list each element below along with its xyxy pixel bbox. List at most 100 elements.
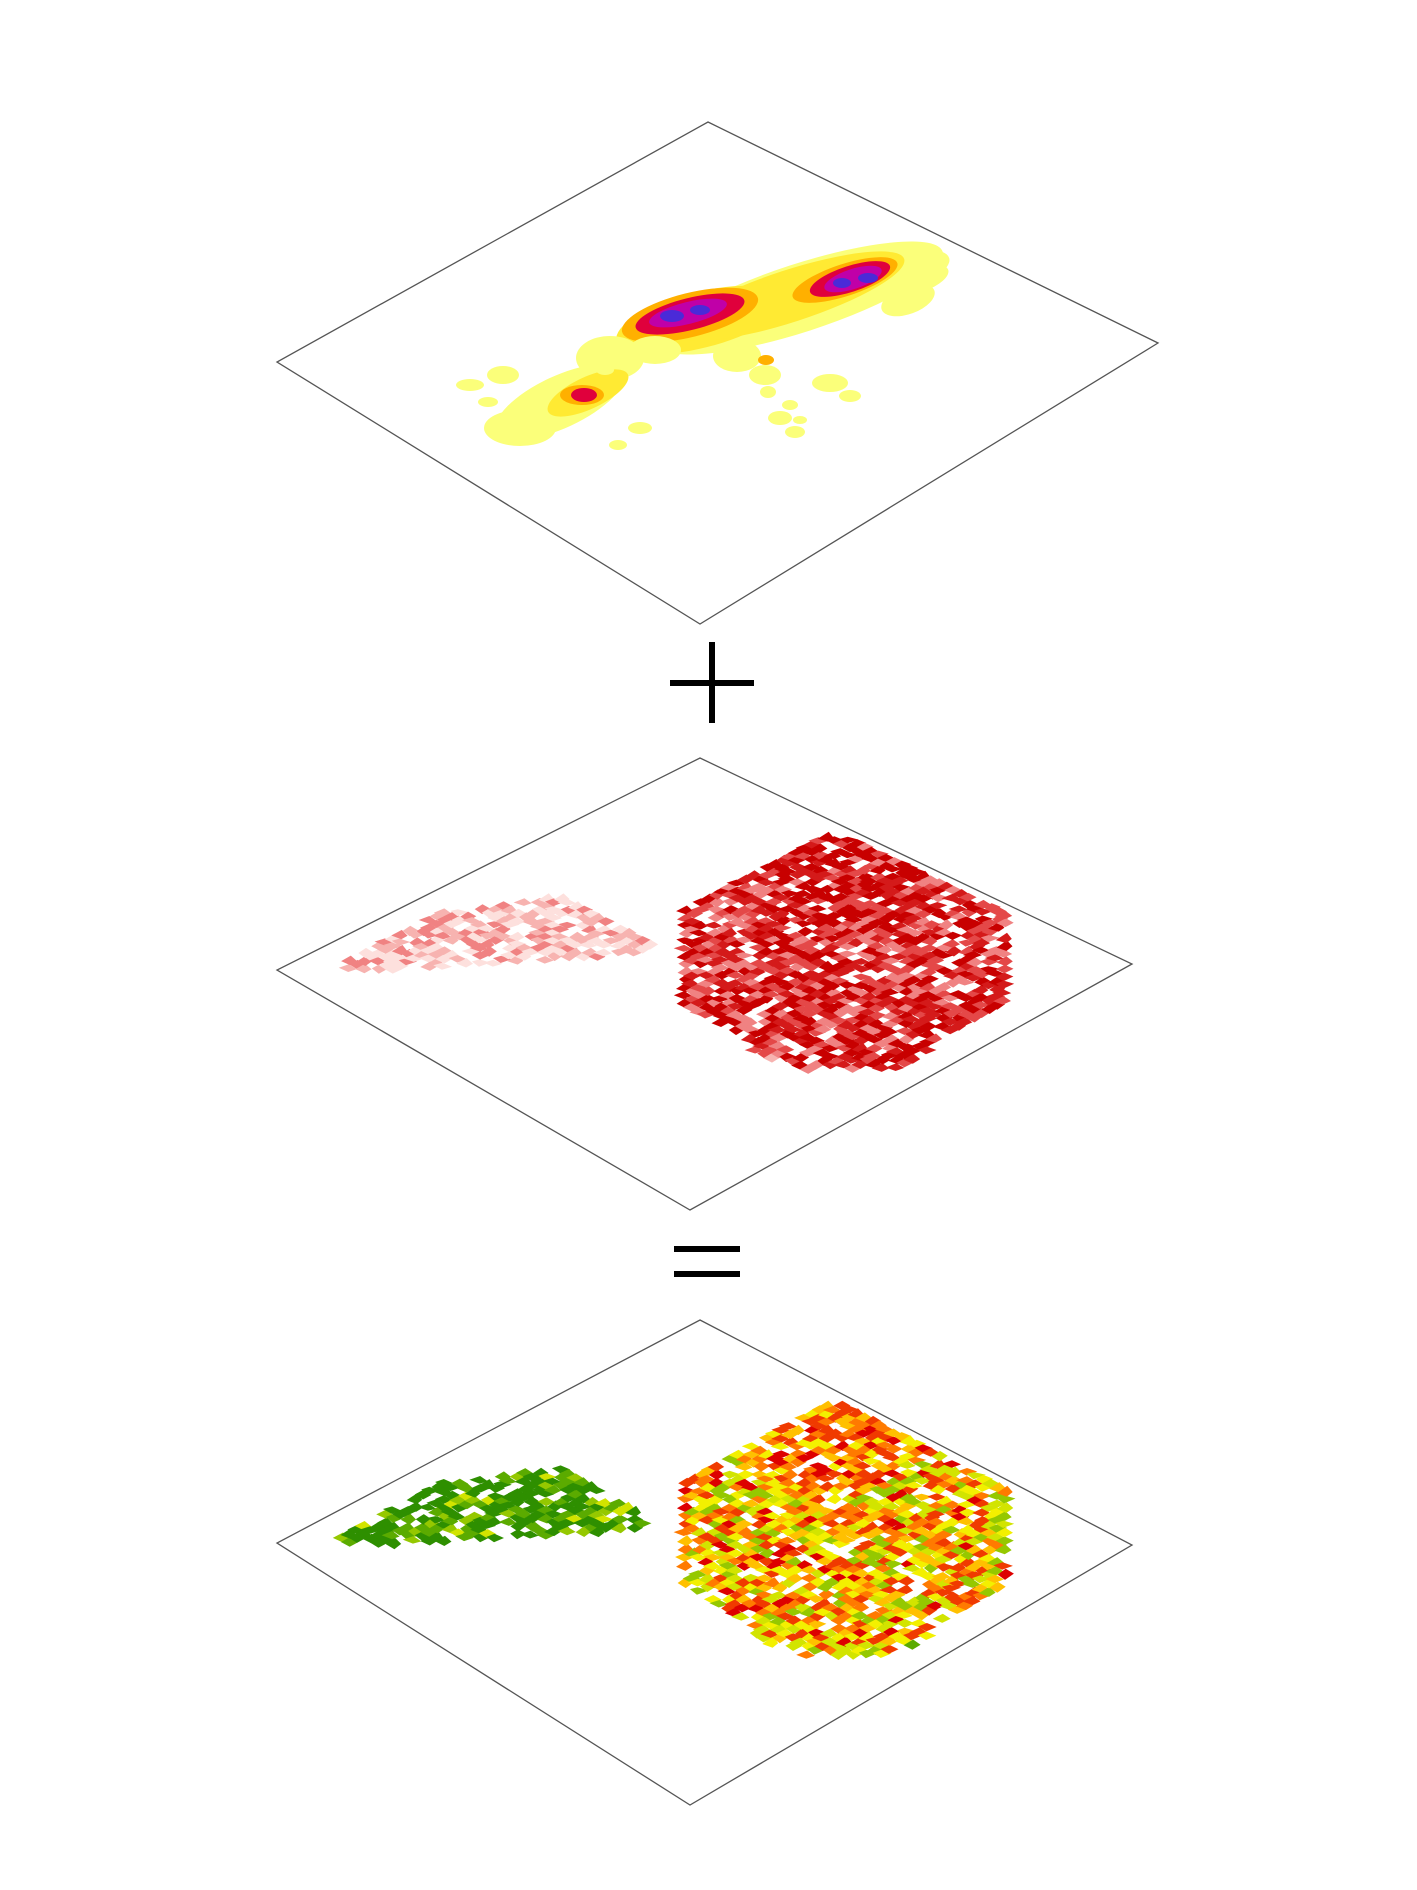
map-parcel xyxy=(442,1483,461,1492)
map-parcel xyxy=(398,958,418,966)
map-parcel xyxy=(892,883,911,892)
map-parcel xyxy=(594,1515,614,1523)
map-parcel xyxy=(941,994,961,1002)
map-parcel xyxy=(796,1650,815,1659)
map-parcel xyxy=(543,1485,561,1495)
map-parcel xyxy=(420,931,440,939)
map-parcel xyxy=(919,1021,938,1031)
density-band-lower xyxy=(484,264,949,446)
map-parcel xyxy=(807,1036,825,1046)
map-parcel xyxy=(855,1412,872,1422)
map-parcel xyxy=(588,1526,605,1538)
map-parcel xyxy=(897,1509,916,1519)
map-parcel xyxy=(803,946,821,956)
map-parcel xyxy=(421,1486,440,1495)
map-parcel xyxy=(957,1541,976,1551)
map-parcel xyxy=(355,963,372,974)
map-parcel xyxy=(742,1540,761,1550)
map-parcel xyxy=(538,1473,557,1482)
map-parcel xyxy=(831,977,850,986)
map-parcel xyxy=(471,951,489,960)
map-parcel xyxy=(819,1628,838,1638)
map-parcel xyxy=(808,1493,826,1504)
map-parcel xyxy=(879,1585,899,1594)
map-parcel xyxy=(871,1590,891,1598)
map-parcel xyxy=(882,1034,900,1045)
map-parcel xyxy=(750,1470,769,1479)
map-parcel xyxy=(634,936,652,946)
map-parcel xyxy=(402,1536,422,1544)
map-parcel xyxy=(691,1536,710,1545)
map-parcel xyxy=(558,921,578,929)
map-parcel xyxy=(827,1040,847,1049)
map-parcel xyxy=(772,932,792,940)
map-parcel xyxy=(673,1528,693,1536)
map-parcel xyxy=(813,1024,832,1034)
map-parcel xyxy=(758,1433,777,1443)
map-parcel xyxy=(673,944,693,952)
map-parcel xyxy=(710,963,730,972)
map-parcel xyxy=(573,1518,591,1528)
map-parcel xyxy=(391,944,408,956)
map-parcel xyxy=(918,1623,937,1632)
map-parcel xyxy=(913,1493,933,1501)
map-parcel xyxy=(895,1027,915,1035)
map-parcel xyxy=(500,904,517,915)
map-parcel xyxy=(893,1432,912,1442)
map-parcel xyxy=(385,1514,404,1523)
map-parcel xyxy=(842,1056,862,1064)
map-parcel xyxy=(764,1477,782,1488)
map-parcel xyxy=(844,907,864,916)
map-parcel xyxy=(557,1526,576,1536)
map-parcel xyxy=(712,1549,731,1558)
map-parcel xyxy=(734,952,754,959)
map-parcel xyxy=(391,938,411,946)
map-parcel xyxy=(856,842,874,852)
density-blob xyxy=(596,365,614,375)
map-parcel xyxy=(755,1591,775,1599)
map-parcel xyxy=(885,1063,905,1071)
map-parcel xyxy=(546,1517,564,1528)
map-parcel xyxy=(993,949,1013,958)
map-parcel xyxy=(471,936,491,944)
map-parcel xyxy=(831,892,850,901)
map-parcel xyxy=(783,1025,803,1033)
map-parcel xyxy=(962,950,982,959)
map-parcel xyxy=(890,1572,910,1581)
map-parcel xyxy=(721,1527,739,1537)
map-parcel xyxy=(757,909,777,917)
map-parcel xyxy=(455,1533,474,1542)
map-parcel xyxy=(433,962,452,970)
map-parcel xyxy=(787,1442,806,1451)
map-parcel xyxy=(522,1506,542,1514)
map-parcel xyxy=(788,878,806,887)
map-parcel xyxy=(711,1508,731,1516)
map-parcel xyxy=(544,929,563,937)
map-parcel xyxy=(770,1442,790,1450)
map-parcel xyxy=(544,906,564,914)
map-parcel xyxy=(569,931,585,942)
map-parcel xyxy=(597,917,615,926)
map-parcel xyxy=(885,857,903,866)
map-parcel xyxy=(789,862,807,872)
map-parcel xyxy=(402,925,419,937)
map-parcel xyxy=(755,1491,775,1499)
map-parcel xyxy=(880,957,901,965)
map-parcel xyxy=(461,947,481,955)
map-parcel xyxy=(809,1527,828,1537)
map-parcel xyxy=(474,904,491,915)
map-parcel xyxy=(414,1531,432,1541)
map-parcel xyxy=(992,989,1012,997)
map-parcel xyxy=(882,964,901,973)
map-parcel xyxy=(510,908,527,919)
density-band-upper xyxy=(616,241,950,355)
map-parcel xyxy=(642,939,659,950)
map-parcel xyxy=(808,1620,827,1630)
layer-density xyxy=(275,121,1160,625)
map-parcel xyxy=(508,940,527,948)
map-parcel xyxy=(785,1564,803,1575)
map-parcel xyxy=(925,1509,945,1518)
map-parcel xyxy=(809,1577,827,1587)
map-parcel xyxy=(893,1611,913,1619)
